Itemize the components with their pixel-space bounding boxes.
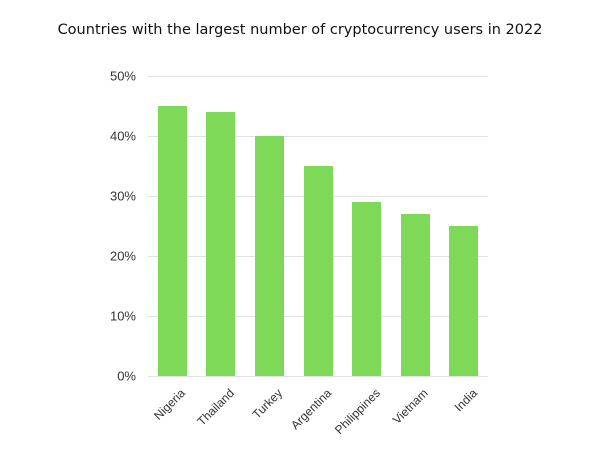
y-tick-label: 50% — [109, 68, 136, 84]
bar-argentina — [303, 166, 333, 376]
y-tick-label: 20% — [109, 248, 136, 264]
x-tick-label: Philippines — [331, 386, 383, 437]
bar-india — [449, 226, 479, 376]
bar-vietnam — [400, 214, 430, 376]
plot-area — [148, 76, 488, 377]
bar-turkey — [254, 136, 284, 376]
x-tick-label: Nigeria — [151, 386, 189, 423]
bar-philippines — [352, 202, 382, 376]
x-tick-label: Argentina — [287, 386, 334, 433]
gridline — [148, 136, 488, 137]
x-tick-label: Turkey — [249, 386, 286, 422]
bar-thailand — [206, 112, 236, 376]
y-tick-label: 10% — [109, 308, 136, 324]
y-tick-label: 40% — [109, 128, 136, 144]
gridline — [148, 376, 488, 377]
x-tick-label: Vietnam — [390, 386, 432, 427]
chart-title: Countries with the largest number of cry… — [57, 22, 543, 38]
gridline — [148, 76, 488, 77]
y-tick-label: 30% — [109, 188, 136, 204]
bar-nigeria — [157, 106, 187, 376]
y-tick-label: 0% — [117, 368, 136, 384]
x-tick-label: India — [451, 386, 480, 415]
x-tick-label: Thailand — [194, 386, 237, 429]
